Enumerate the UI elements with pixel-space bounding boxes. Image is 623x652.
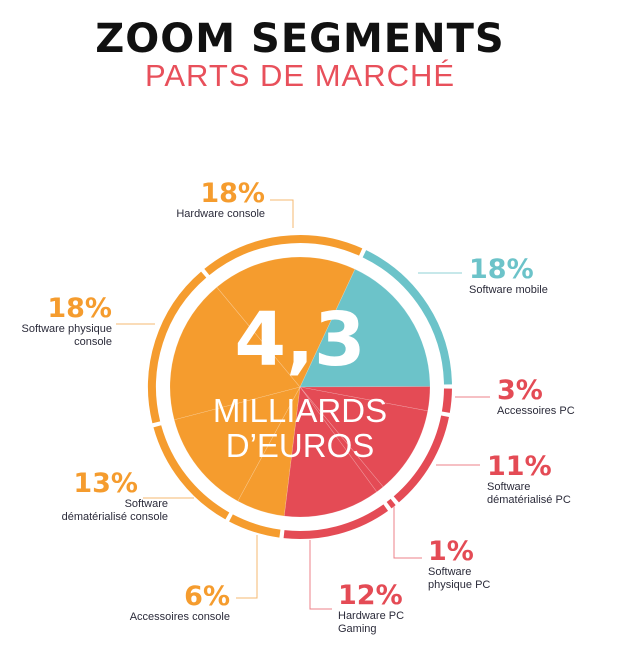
name-software-physique-pc: Software physique PC (428, 566, 491, 591)
pie-slice-1 (299, 386, 431, 412)
center-value: 4,3 (234, 297, 366, 383)
pct-software-physique-pc: 1% (428, 536, 474, 567)
ring-arc-5 (229, 514, 281, 538)
pct-software-mobile: 18% (469, 254, 534, 285)
pct-hardware-console: 18% (200, 178, 265, 209)
chart-subtitle: PARTS DE MARCHÉ (144, 58, 456, 93)
label-hardware-console: 18% Hardware console (140, 180, 265, 221)
chart-title: ZOOM SEGMENTS (95, 16, 505, 62)
pie-slice-2 (299, 386, 429, 488)
name-hardware-pc-gaming: Hardware PC Gaming (338, 610, 405, 635)
pie-slice-4 (283, 386, 378, 518)
ring-arc-4 (283, 504, 389, 539)
pie-slice-5 (237, 386, 301, 517)
pie-slice-7 (169, 286, 301, 421)
pct-software-physique-console: 18% (47, 293, 112, 324)
name-software-mobile: Software mobile (469, 284, 548, 296)
pct-accessoires-console: 6% (184, 581, 230, 612)
ring-arc-1 (441, 388, 452, 413)
pct-software-dematerialise-pc: 11% (487, 451, 552, 482)
leader-line-hardware-pc-gaming (309, 540, 332, 610)
ring-arc-6 (153, 425, 230, 520)
ring-arc-8 (204, 235, 363, 276)
name-software-dematerialise-console: Software dématérialisé console (61, 498, 168, 523)
name-accessoires-console: Accessoires console (129, 611, 230, 623)
name-software-physique-console: Software physique console (21, 323, 113, 348)
pie-slice-0 (299, 268, 431, 388)
label-accessoires-console: 6% Accessoires console (100, 583, 230, 624)
leader-line-hardware-console (270, 199, 294, 228)
ring-arc-7 (148, 271, 207, 424)
ring-arc-0 (362, 250, 452, 385)
label-software-physique-console: 18% Software physique console (8, 293, 113, 349)
label-software-physique-pc: 1% Software physique PC (428, 538, 508, 592)
name-accessoires-pc: Accessoires PC (497, 405, 575, 417)
label-software-dematerialise-console: 13% Software dématérialisé console (60, 470, 168, 524)
pie-slice-3 (299, 386, 384, 493)
pie-slice-6 (173, 386, 301, 502)
leader-line-software-physique-pc (393, 506, 422, 559)
center-unit-line2: D’EUROS (225, 427, 375, 464)
ring-arc-2 (393, 415, 450, 503)
pie-slice-8 (216, 256, 356, 388)
label-software-mobile: 18% Software mobile (469, 256, 548, 297)
ring-arc-3 (386, 498, 396, 509)
label-hardware-pc-gaming: 12% Hardware PC Gaming (338, 582, 408, 636)
name-software-dematerialise-pc: Software dématérialisé PC (487, 481, 571, 506)
pct-software-dematerialise-console: 13% (73, 468, 138, 499)
pct-hardware-pc-gaming: 12% (338, 580, 403, 611)
label-accessoires-pc: 3% Accessoires PC (497, 377, 575, 418)
pct-accessoires-pc: 3% (497, 375, 543, 406)
center-unit-line1: MILLIARDS (212, 392, 388, 429)
label-software-dematerialise-pc: 11% Software dématérialisé PC (487, 453, 587, 507)
leader-line-accessoires-console (236, 535, 258, 599)
name-hardware-console: Hardware console (176, 208, 265, 220)
